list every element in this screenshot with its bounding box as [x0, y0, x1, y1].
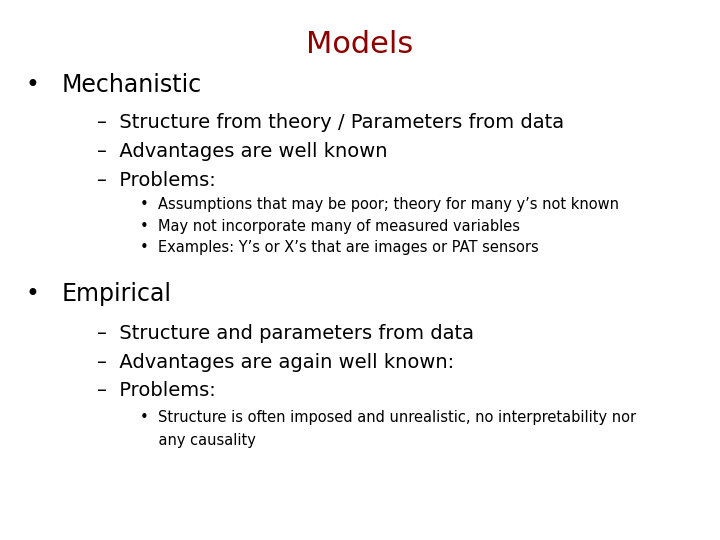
Text: –  Problems:: – Problems: — [97, 381, 216, 400]
Text: •: • — [25, 282, 40, 306]
Text: •  Assumptions that may be poor; theory for many y’s not known: • Assumptions that may be poor; theory f… — [140, 197, 619, 212]
Text: –  Advantages are well known: – Advantages are well known — [97, 142, 387, 161]
Text: Mechanistic: Mechanistic — [61, 73, 202, 97]
Text: •  Structure is often imposed and unrealistic, no interpretability nor: • Structure is often imposed and unreali… — [140, 410, 636, 426]
Text: •  May not incorporate many of measured variables: • May not incorporate many of measured v… — [140, 219, 521, 234]
Text: any causality: any causality — [140, 433, 256, 448]
Text: Models: Models — [307, 30, 413, 59]
Text: –  Structure and parameters from data: – Structure and parameters from data — [97, 324, 474, 343]
Text: –  Advantages are again well known:: – Advantages are again well known: — [97, 353, 454, 372]
Text: •  Examples: Y’s or X’s that are images or PAT sensors: • Examples: Y’s or X’s that are images o… — [140, 240, 539, 255]
Text: –  Problems:: – Problems: — [97, 171, 216, 190]
Text: •: • — [25, 73, 40, 97]
Text: Empirical: Empirical — [61, 282, 171, 306]
Text: –  Structure from theory / Parameters from data: – Structure from theory / Parameters fro… — [97, 113, 564, 132]
